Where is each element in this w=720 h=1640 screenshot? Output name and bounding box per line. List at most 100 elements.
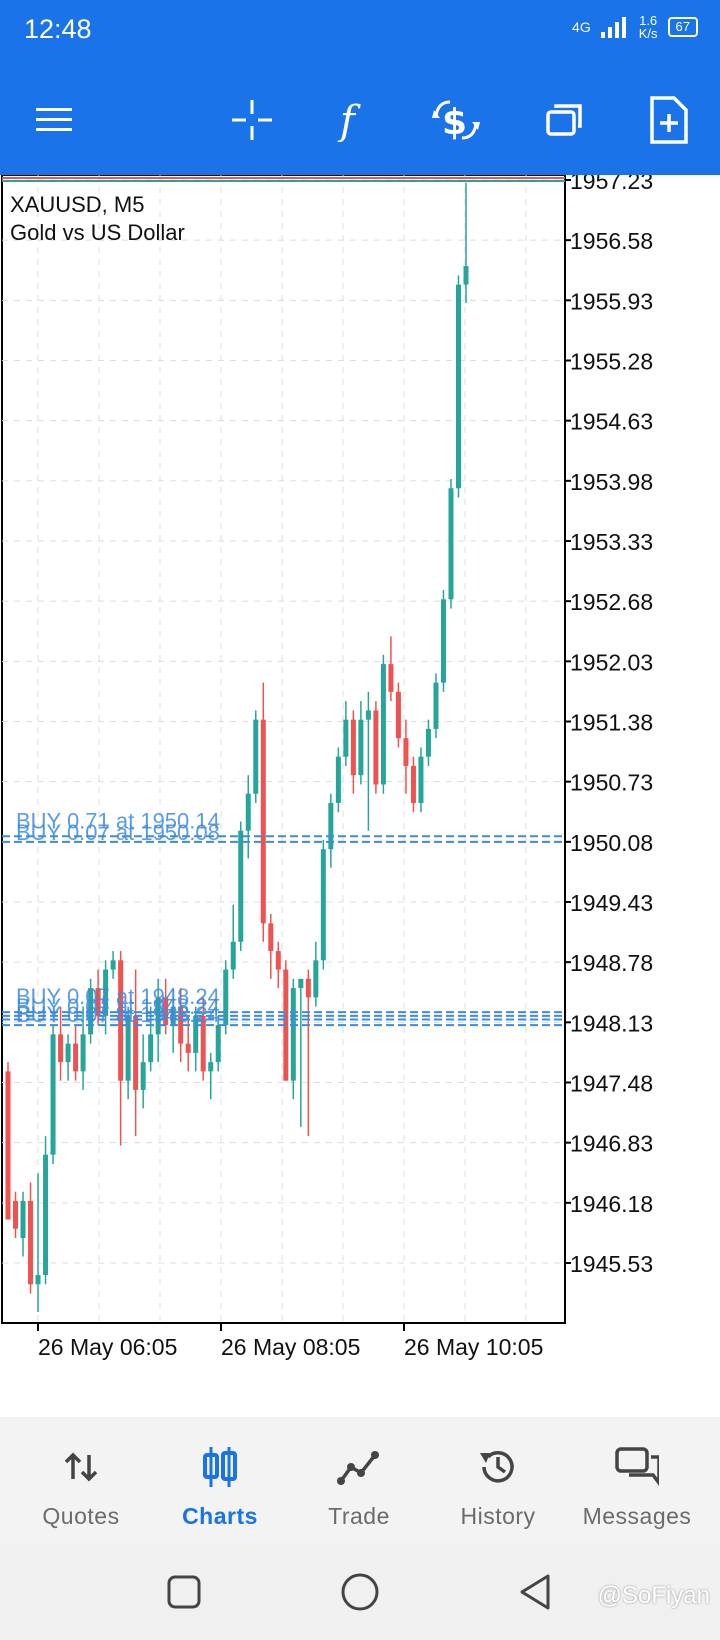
nav-charts[interactable]: Charts (148, 1417, 292, 1544)
candle-body (463, 266, 469, 285)
crosshair-button[interactable] (220, 88, 284, 152)
candle-body (103, 969, 109, 1016)
nav-messages-label: Messages (582, 1503, 692, 1529)
candle-body (65, 1043, 71, 1063)
chart-description: Gold vs US Dollar (10, 220, 185, 245)
nav-quotes-label: Quotes (42, 1503, 120, 1529)
price-tick-label: 1949.43 (570, 890, 653, 916)
time-tick-label: 26 May 10:05 (404, 1334, 543, 1360)
system-navigation: @SoFiyan (0, 1544, 720, 1640)
candle-body (260, 719, 266, 924)
status-indicators: 4G 1.6 K/s 67 (572, 14, 698, 40)
network-speed: 1.6 K/s (638, 13, 658, 41)
candle-body (350, 719, 356, 776)
candle-body (20, 1200, 26, 1239)
candle-body (373, 710, 379, 785)
nav-trade-label: Trade (328, 1503, 390, 1529)
candle-body (110, 960, 116, 970)
candle-body (388, 664, 394, 692)
candle-body (50, 1034, 56, 1155)
indicators-button[interactable]: f (322, 88, 386, 152)
new-order-button[interactable] (636, 88, 700, 152)
candle-body (448, 488, 454, 600)
price-tick-label: 1945.53 (570, 1251, 653, 1277)
quotes-icon (59, 1445, 103, 1489)
nav-history[interactable]: History (426, 1417, 570, 1544)
chart-area[interactable]: 1957.23 1956.58 1955.93 1955.28 1954.63 1953.… (0, 175, 720, 1417)
candle-body (268, 923, 274, 952)
charts-icon (198, 1445, 242, 1489)
nav-messages[interactable]: Messages (565, 1417, 709, 1544)
candle-body (13, 1200, 19, 1229)
candle-body (328, 802, 334, 850)
nav-trade[interactable]: Trade (287, 1417, 431, 1544)
candle-body (125, 1015, 131, 1081)
nav-charts-label: Charts (182, 1503, 258, 1529)
candle-body (178, 1006, 184, 1044)
candle-body (58, 1034, 64, 1063)
price-tick-label: 1952.03 (570, 649, 653, 675)
candle-body (455, 284, 461, 489)
trade-chart-icon (337, 1445, 381, 1489)
candle-body (335, 756, 341, 803)
price-tick-label: 1950.08 (570, 830, 653, 856)
new-order-icon (650, 96, 688, 144)
order-label: BUY 0.07 at 1948.24 (16, 994, 220, 1019)
history-icon (476, 1445, 520, 1489)
trade-button[interactable]: $ (424, 88, 488, 152)
plot-frame (1, 175, 566, 1324)
candle-body (313, 960, 319, 998)
svg-text:$: $ (442, 102, 467, 143)
candle-body (148, 1034, 154, 1063)
candle-body (230, 941, 236, 970)
price-tick-label: 1957.23 (570, 175, 653, 194)
candle-body (28, 1200, 34, 1285)
candle-body (343, 719, 349, 757)
price-tick-label: 1954.63 (570, 409, 653, 435)
price-tick-label: 1948.13 (570, 1010, 653, 1036)
candle-body (200, 1015, 206, 1072)
candle-body (215, 1025, 221, 1063)
order-label: BUY 0.07 at 1948.24 (16, 1002, 220, 1027)
price-chart[interactable]: 1957.23 1956.58 1955.93 1955.28 1954.63 1953.… (0, 175, 720, 1417)
indicators-icon: f (337, 98, 361, 142)
candle-body (418, 756, 424, 803)
messages-icon (615, 1445, 659, 1489)
time-tick-label: 26 May 08:05 (221, 1334, 360, 1360)
candle-body (275, 951, 281, 970)
menu-icon (36, 108, 72, 131)
candle-body (43, 1154, 49, 1276)
bottom-navigation: Quotes Charts Trade History Messages (0, 1417, 720, 1544)
home-button[interactable] (336, 1568, 384, 1616)
price-tick-label: 1946.18 (570, 1191, 653, 1217)
windows-button[interactable] (532, 88, 596, 152)
back-triangle-icon (520, 1574, 550, 1610)
recents-button[interactable] (160, 1568, 208, 1616)
order-label: BUY 0.71 at 1950.14 (16, 808, 220, 833)
candle-body (358, 719, 364, 776)
candle-body (193, 1015, 199, 1053)
candle-body (425, 728, 431, 757)
time-tick-label: 26 May 06:05 (38, 1334, 177, 1360)
candle-body (403, 738, 409, 766)
price-tick-label: 1952.68 (570, 589, 653, 615)
price-tick-label: 1950.73 (570, 770, 653, 796)
candle-body (80, 1034, 86, 1072)
candle-body (5, 1071, 11, 1220)
price-tick-label: 1948.78 (570, 950, 653, 976)
svg-text:f: f (337, 98, 361, 142)
candle-body (440, 599, 446, 683)
battery-icon: 67 (667, 17, 698, 37)
chart-symbol: XAUUSD, M5 (10, 192, 145, 217)
menu-button[interactable] (22, 88, 86, 152)
trade-icon: $ (432, 100, 480, 143)
back-button[interactable] (512, 1568, 560, 1616)
price-tick-label: 1955.93 (570, 288, 653, 314)
price-tick-label: 1946.83 (570, 1131, 653, 1157)
signal-icon (600, 17, 626, 38)
nav-quotes[interactable]: Quotes (9, 1417, 153, 1544)
order-label: BUY 0.07 at 1950.08 (16, 820, 220, 845)
candle-body (95, 988, 101, 1016)
crosshair-icon (232, 100, 272, 140)
candle-body (118, 960, 124, 1081)
